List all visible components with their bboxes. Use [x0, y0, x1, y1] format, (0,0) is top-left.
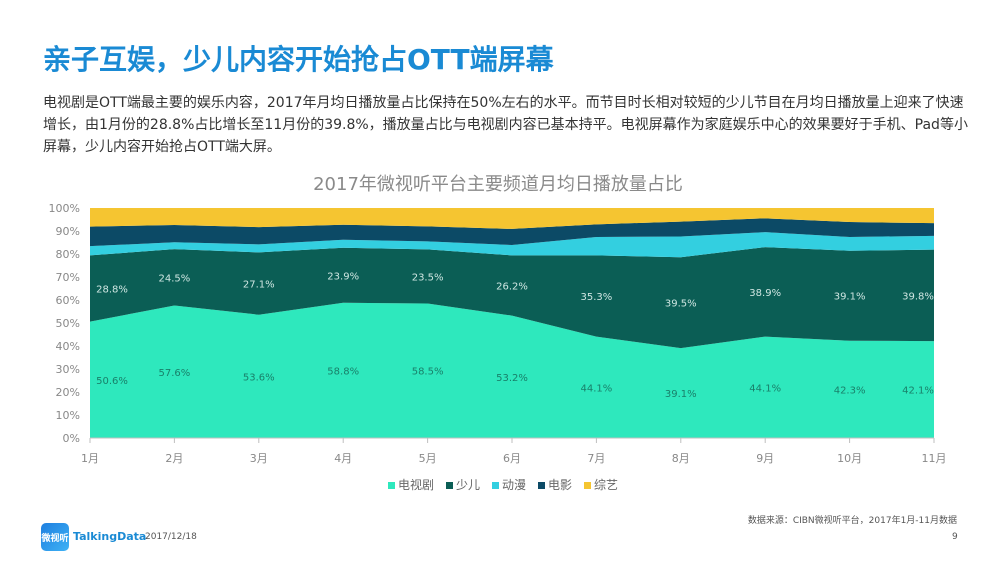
x-tick-label: 11月 — [922, 452, 947, 465]
x-tick-label: 10月 — [837, 452, 862, 465]
data-labels: 50.6% 57.6% 53.6% 58.8% 58.5% 53.2% 44.1% 39.1%… — [96, 271, 934, 400]
data-label: 39.1% — [834, 292, 866, 303]
data-label: 50.6% — [96, 376, 128, 387]
data-label: 53.6% — [243, 372, 275, 383]
y-tick-label: 60% — [56, 294, 80, 307]
x-tick-label: 7月 — [587, 452, 605, 465]
x-tick-label: 6月 — [503, 452, 521, 465]
x-tick-label: 1月 — [81, 452, 99, 465]
data-label: 42.1% — [902, 386, 934, 397]
report-date: 2017/12/18 — [145, 532, 197, 542]
data-label: 23.9% — [327, 271, 359, 282]
legend-swatch — [538, 482, 545, 489]
area-综艺 — [90, 208, 934, 229]
data-label: 39.1% — [665, 389, 697, 400]
app-logo-icon: 微视听 — [41, 523, 69, 551]
legend-swatch — [388, 482, 395, 489]
legend-swatch — [446, 482, 453, 489]
y-tick-label: 30% — [56, 363, 80, 376]
x-tick-label: 3月 — [250, 452, 268, 465]
y-tick-label: 90% — [56, 225, 80, 238]
data-label: 23.5% — [412, 272, 444, 283]
data-label: 38.9% — [749, 288, 781, 299]
data-label: 24.5% — [159, 273, 191, 284]
data-label: 39.5% — [665, 299, 697, 310]
legend-swatch — [584, 482, 591, 489]
x-tick-label: 9月 — [756, 452, 774, 465]
chart-title: 2017年微视听平台主要频道月均日播放量占比 — [313, 174, 683, 195]
data-label: 53.2% — [496, 373, 528, 384]
data-label: 39.8% — [902, 291, 934, 302]
data-label: 44.1% — [749, 383, 781, 394]
legend-swatch — [492, 482, 499, 489]
data-label: 58.5% — [412, 367, 444, 378]
y-tick-label: 0% — [63, 432, 80, 445]
y-tick-label: 100% — [49, 202, 80, 215]
data-label: 44.1% — [581, 383, 613, 394]
page-title: 亲子互娱，少儿内容开始抢占OTT端屏幕 — [43, 43, 554, 76]
y-tick-label: 50% — [56, 317, 80, 330]
data-label: 42.3% — [834, 385, 866, 396]
legend-label: 电视剧 — [398, 477, 434, 492]
legend-label: 综艺 — [594, 478, 618, 492]
x-tick-label: 5月 — [419, 452, 437, 465]
y-tick-label: 80% — [56, 248, 80, 261]
data-label: 26.2% — [496, 282, 528, 293]
y-tick-label: 20% — [56, 386, 80, 399]
y-tick-label: 70% — [56, 271, 80, 284]
legend-label: 少儿 — [456, 478, 480, 492]
legend-label: 动漫 — [502, 478, 526, 492]
page-number: 9 — [952, 532, 958, 542]
y-tick-label: 40% — [56, 340, 80, 353]
series-areas — [90, 208, 934, 438]
data-label: 27.1% — [243, 280, 275, 291]
x-tick-label: 2月 — [165, 452, 183, 465]
brand-name: TalkingData — [73, 530, 147, 543]
data-label: 57.6% — [159, 368, 191, 379]
area-动漫 — [90, 232, 934, 258]
area-少儿 — [90, 247, 934, 349]
x-tick-label: 8月 — [672, 452, 690, 465]
x-tick-label: 4月 — [334, 452, 352, 465]
area-电影 — [90, 218, 934, 247]
data-label: 35.3% — [581, 292, 613, 303]
intro-paragraph: 电视剧是OTT端最主要的娱乐内容，2017年月均日播放量占比保持在50%左右的水… — [43, 95, 968, 155]
data-label: 58.8% — [327, 366, 359, 377]
area-电视剧 — [90, 302, 934, 438]
data-label: 28.8% — [96, 285, 128, 296]
source-note: 数据来源：CIBN微视听平台，2017年1月-11月数据 — [747, 516, 957, 526]
chart-axes: 0% 10% 20% 30% 40% 50% 60% 70% 80% 90% 100% 1月 2月 3月 4… — [49, 202, 947, 465]
legend-label: 电影 — [548, 478, 572, 492]
chart-legend: 电视剧 少儿 动漫 电影 综艺 — [388, 477, 618, 492]
y-tick-label: 10% — [56, 409, 80, 422]
